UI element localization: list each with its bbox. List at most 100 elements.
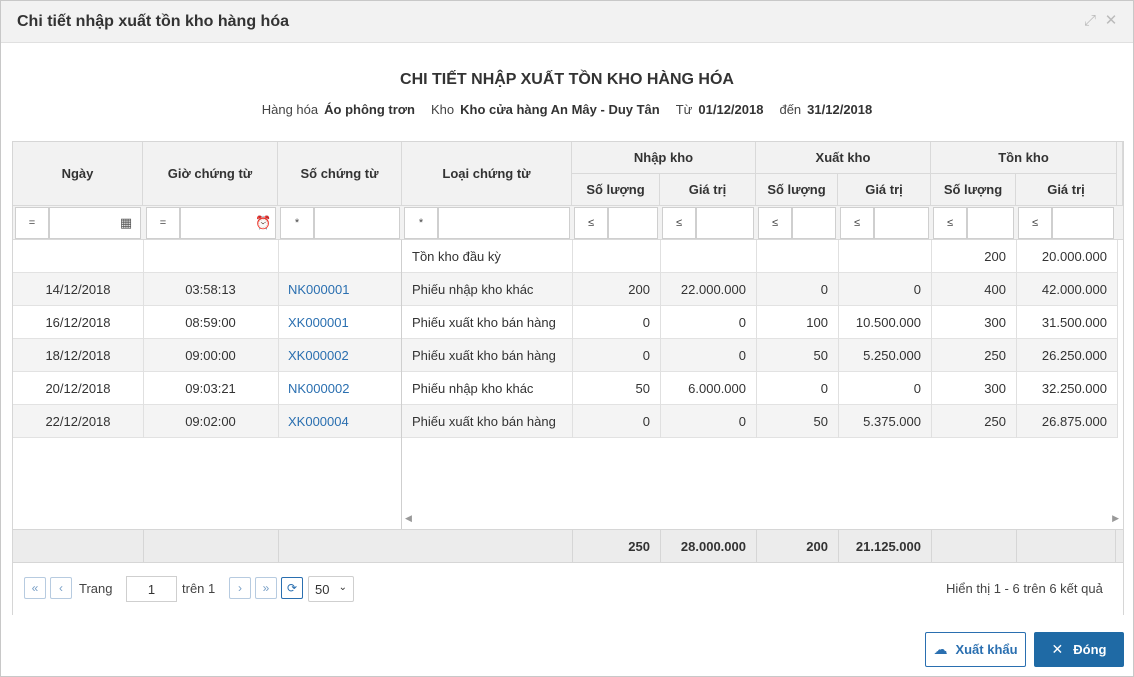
col-header-import-qty[interactable]: Số lượng [572,174,660,206]
cell-import-value: 22.000.000 [680,282,746,297]
stock-value-filter-input[interactable] [1052,207,1114,239]
result-summary: Hiển thị 1 - 6 trên 6 kết quả [946,581,1103,596]
dialog-header: Chi tiết nhập xuất tồn kho hàng hóa ⤢ ✕ [1,1,1133,43]
stock-qty-filter-input[interactable] [967,207,1014,239]
col-header-doc-type[interactable]: Loại chứng từ [402,142,572,206]
close-button-label: Đóng [1073,642,1107,657]
cell-stock-qty: 300 [984,315,1006,330]
cell-time: 09:00:00 [185,348,236,363]
cell-time [143,240,278,273]
page-number-input[interactable] [126,576,177,602]
col-header-stock-qty[interactable]: Số lượng [931,174,1016,206]
cell-date [13,240,143,273]
cell-doc-no [278,240,402,273]
col-header-stock-value[interactable]: Giá trị [1016,174,1117,206]
scroll-left-icon[interactable]: ◀ [405,513,412,523]
cell-doc-no[interactable]: XK000001 [288,315,349,330]
table-row[interactable] [13,405,1117,438]
store-label: Kho [430,102,455,117]
export-button[interactable]: ☁ Xuất khẩu [925,632,1026,667]
last-page-icon[interactable]: » [255,577,277,599]
table-row[interactable] [13,339,1117,372]
export-value-filter-operator[interactable]: ≤ [840,207,874,239]
scroll-right-icon[interactable]: ▶ [1112,513,1119,523]
doc-no-filter-operator[interactable]: * [280,207,314,239]
horizontal-scrollbar[interactable]: ◀ ▶ [402,513,1122,527]
expand-icon[interactable]: ⤢ [1083,12,1096,29]
col-divider [143,530,144,562]
cell-export-qty: 0 [820,381,828,396]
from-label: Từ [675,102,693,117]
doc-type-filter-operator[interactable]: * [404,207,438,239]
col-header-date[interactable]: Ngày [13,142,143,206]
cell-export-qty: 50 [813,348,828,363]
col-divider [838,530,839,562]
stock-value-filter-operator[interactable]: ≤ [1018,207,1052,239]
date-filter-input[interactable] [49,207,141,239]
table-row[interactable] [13,306,1117,339]
refresh-icon[interactable]: ⟳ [281,577,303,599]
col-header-import-value[interactable]: Giá trị [660,174,756,206]
cell-export-qty: 100 [806,315,828,330]
cell-doc-no[interactable]: XK000004 [288,414,349,429]
cell-export-value: 0 [913,381,921,396]
next-page-icon[interactable]: › [229,577,251,599]
col-divider [1117,240,1118,438]
col-header-time[interactable]: Giờ chứng từ [143,142,278,206]
cell-export-value: 5.375.000 [863,414,921,429]
date-filter-operator[interactable]: = [15,207,49,239]
cell-import-qty [572,240,660,273]
to-label: đến [779,102,802,117]
time-filter-operator[interactable]: = [146,207,180,239]
close-icon[interactable]: ✕ [1104,12,1118,29]
col-divider [278,530,279,562]
cell-export-value: 5.250.000 [863,348,921,363]
time-filter-input[interactable] [180,207,276,239]
col-header-export-value[interactable]: Giá trị [838,174,931,206]
cell-date: 22/12/2018 [45,414,111,429]
cell-time: 09:02:00 [185,414,236,429]
import-qty-filter-operator[interactable]: ≤ [574,207,608,239]
col-divider [278,240,279,438]
table-row[interactable] [13,273,1117,306]
doc-type-filter-input[interactable] [438,207,570,239]
close-button[interactable]: ✕ Đóng [1034,632,1124,667]
calendar-icon[interactable]: ▦ [119,215,133,230]
table-row[interactable] [13,372,1117,405]
doc-no-filter-input[interactable] [314,207,400,239]
import-qty-filter-input[interactable] [608,207,658,239]
table-row[interactable] [13,240,1117,273]
cell-date: 14/12/2018 [45,282,111,297]
cell-stock-qty: 200 [984,249,1006,264]
col-divider [756,240,757,438]
col-divider [756,530,757,562]
cell-stock-qty: 300 [984,381,1006,396]
cell-doc-type: Phiếu xuất kho bán hàng [412,414,556,429]
stock-qty-filter-operator[interactable]: ≤ [933,207,967,239]
item-label: Hàng hóa [261,102,319,117]
cell-date: 20/12/2018 [45,381,111,396]
export-value-filter-input[interactable] [874,207,929,239]
import-value-filter-input[interactable] [696,207,754,239]
cell-export-qty: 0 [820,282,828,297]
col-header-export-qty[interactable]: Số lượng [756,174,838,206]
item-value: Áo phông trơn [324,102,415,117]
page-size-select[interactable]: 50 ⌄ [308,576,354,602]
page-label: Trang [79,581,113,596]
export-qty-filter-operator[interactable]: ≤ [758,207,792,239]
cell-doc-no[interactable]: NK000002 [288,381,350,396]
pager: « ‹ Trang trên 1 › » ⟳ 50 ⌄ Hiển thị 1 -… [13,563,1123,615]
export-qty-filter-input[interactable] [792,207,836,239]
page-size-value: 50 [315,581,330,597]
col-header-doc-no[interactable]: Số chứng từ [278,142,402,206]
first-page-icon[interactable]: « [24,577,46,599]
cell-export-qty: 50 [813,414,828,429]
cell-doc-no[interactable]: XK000002 [288,348,349,363]
cell-date: 16/12/2018 [45,315,111,330]
alarm-clock-icon[interactable]: ⏰ [255,215,272,230]
cell-doc-no[interactable]: NK000001 [288,282,350,297]
import-value-filter-operator[interactable]: ≤ [662,207,696,239]
prev-page-icon[interactable]: ‹ [50,577,72,599]
col-divider [572,530,573,562]
